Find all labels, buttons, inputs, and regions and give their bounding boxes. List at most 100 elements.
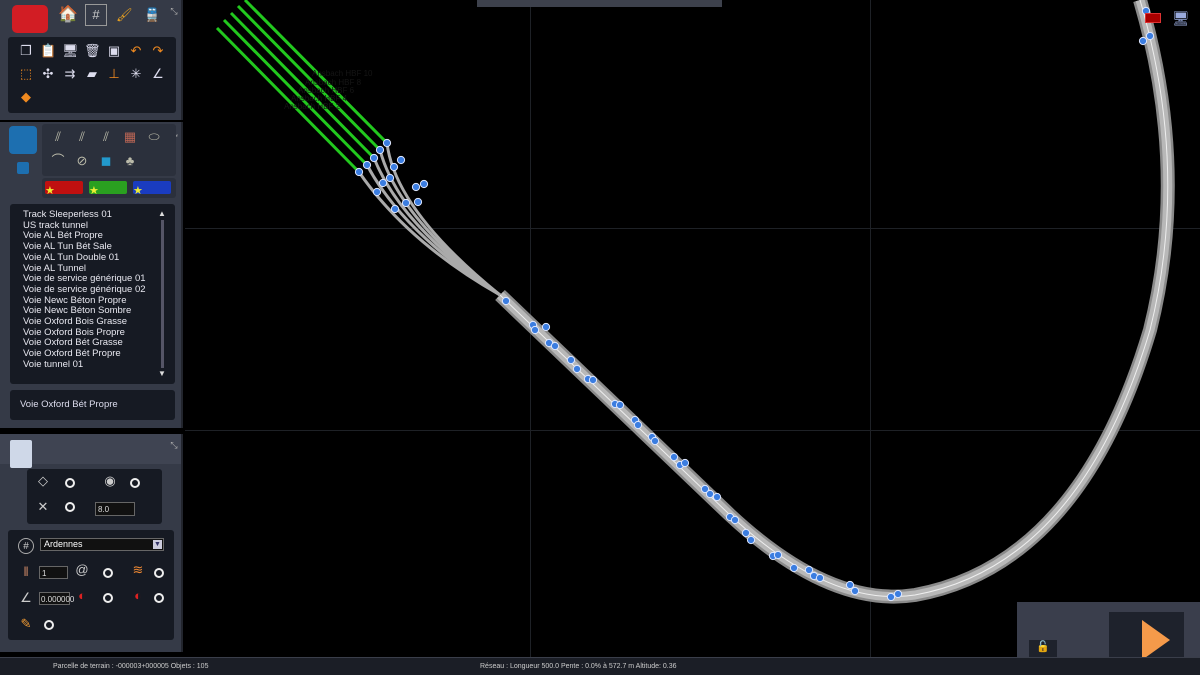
track-node[interactable] xyxy=(680,458,690,468)
count-input[interactable]: 1 xyxy=(39,566,68,579)
list-item[interactable]: Voie AL Tun Double 01 xyxy=(23,251,120,263)
track-node[interactable] xyxy=(413,197,423,207)
track-node[interactable] xyxy=(389,162,399,172)
radio-option[interactable] xyxy=(65,502,75,512)
undo-icon[interactable]: ↶ xyxy=(130,43,142,58)
magnet-rail-icon[interactable]: ◐ xyxy=(134,588,142,603)
list-scrollbar[interactable]: ▲ ▼ xyxy=(158,210,166,378)
list-item[interactable]: Voie AL Tun Bét Sale xyxy=(23,241,112,253)
cube-icon[interactable] xyxy=(9,126,37,154)
radio-option[interactable] xyxy=(103,568,113,578)
track-node[interactable] xyxy=(566,355,576,365)
expand-icon[interactable]: ⤡ xyxy=(170,440,178,450)
track-icon[interactable]: # xyxy=(85,4,107,26)
radio-option[interactable] xyxy=(44,620,54,630)
track-node[interactable] xyxy=(850,586,860,596)
list-item[interactable]: Voie de service générique 02 xyxy=(23,283,146,295)
track-node[interactable] xyxy=(375,145,385,155)
track-node[interactable] xyxy=(712,492,722,502)
chevron-down-icon[interactable]: ▼ xyxy=(153,540,162,549)
list-item[interactable]: US track tunnel xyxy=(23,219,88,231)
track-node[interactable] xyxy=(741,528,751,538)
track-node[interactable] xyxy=(419,179,429,189)
track-node[interactable] xyxy=(845,580,855,590)
track-node[interactable] xyxy=(401,198,411,208)
toolbox-icon[interactable] xyxy=(12,5,48,33)
track-icon[interactable]: ⫽ xyxy=(55,129,61,144)
radio-option[interactable] xyxy=(154,568,164,578)
siding-track[interactable] xyxy=(243,0,389,145)
radio-option[interactable] xyxy=(130,478,140,488)
siding-track[interactable] xyxy=(236,4,382,152)
track-node[interactable] xyxy=(789,563,799,573)
play-button[interactable] xyxy=(1142,620,1170,660)
delete-icon[interactable]: 🗑 xyxy=(84,43,101,58)
track-node[interactable] xyxy=(669,452,679,462)
list-item[interactable]: Voie AL Bét Propre xyxy=(23,230,103,242)
track-node[interactable] xyxy=(705,489,715,499)
fan-track[interactable] xyxy=(357,171,501,297)
document-icon[interactable] xyxy=(10,440,32,468)
track-node[interactable] xyxy=(650,436,660,446)
siding-track[interactable] xyxy=(229,11,376,160)
radio-option[interactable] xyxy=(154,593,164,603)
brush-icon[interactable]: 🖌 xyxy=(116,7,133,22)
grid-snap-icon[interactable]: ✳ xyxy=(130,66,142,81)
track-node[interactable] xyxy=(354,167,364,177)
track-node[interactable] xyxy=(700,484,710,494)
list-item[interactable]: Voie Newc Béton Propre xyxy=(23,294,127,306)
favorite-blue[interactable]: ★ xyxy=(133,181,171,197)
siding-track[interactable] xyxy=(222,18,369,167)
favorite-green[interactable]: ★ xyxy=(89,181,127,197)
track-node[interactable] xyxy=(1145,31,1155,41)
radio-option[interactable] xyxy=(65,478,75,488)
split-icon[interactable]: ✣ xyxy=(42,66,54,81)
scroll-up-icon[interactable]: ▲ xyxy=(158,209,166,218)
snapshot-icon[interactable]: ▣ xyxy=(107,43,121,58)
join-icon[interactable]: ⇉ xyxy=(64,66,76,81)
track-icon[interactable]: ⫽ xyxy=(103,129,109,144)
monitor-icon[interactable]: 🖥 xyxy=(62,43,79,58)
radio-option[interactable] xyxy=(103,593,113,603)
water-icon[interactable]: ◼ xyxy=(100,153,112,168)
list-item[interactable]: Voie Oxford Bois Propre xyxy=(23,326,125,338)
track-node[interactable] xyxy=(886,592,896,602)
angle-icon[interactable]: ∠ xyxy=(152,66,164,81)
track-node[interactable] xyxy=(550,341,560,351)
scroll-down-icon[interactable]: ▼ xyxy=(158,369,166,378)
home-icon[interactable]: 🏠 xyxy=(58,6,78,23)
track-node[interactable] xyxy=(378,178,388,188)
brick-icon[interactable]: ▦ xyxy=(123,129,137,144)
move-icon[interactable]: ◆ xyxy=(21,89,31,104)
list-item[interactable]: Voie Oxford Bét Grasse xyxy=(23,337,123,349)
gradient-input[interactable]: 0.000000 xyxy=(39,592,74,605)
copy-icon[interactable]: ❐ xyxy=(20,43,32,58)
track-node[interactable] xyxy=(773,550,783,560)
monitor-icon[interactable]: 🖥 xyxy=(1172,10,1190,26)
bridge-icon[interactable]: ⊘ xyxy=(76,153,88,168)
signal-marker-icon[interactable] xyxy=(1145,13,1161,23)
select-icon[interactable]: ⬚ xyxy=(19,66,33,81)
object-list[interactable]: Track Sleeperless 01 US track tunnel Voie … xyxy=(10,204,175,384)
track-node[interactable] xyxy=(893,589,903,599)
track-node[interactable] xyxy=(501,296,511,306)
tunnel-icon[interactable]: ⌒ xyxy=(51,153,65,168)
track-node[interactable] xyxy=(804,565,814,575)
value-input[interactable]: 8.0 xyxy=(95,502,135,516)
track-node[interactable] xyxy=(362,160,372,170)
list-item[interactable]: Voie de service générique 01 xyxy=(23,273,146,285)
track-node[interactable] xyxy=(633,420,643,430)
bag-icon[interactable]: ♣ xyxy=(125,153,135,168)
top-collapse-bar[interactable] xyxy=(477,0,722,7)
track-node[interactable] xyxy=(390,204,400,214)
stone-icon[interactable]: ⬭ xyxy=(148,129,160,144)
track-node[interactable] xyxy=(385,173,395,183)
fan-track[interactable] xyxy=(385,142,501,297)
track-node[interactable] xyxy=(372,187,382,197)
track-icon[interactable]: ⫽ xyxy=(79,129,85,144)
main-track-rail[interactable] xyxy=(499,0,1169,598)
track-node[interactable] xyxy=(541,322,551,332)
list-item[interactable]: Voie tunnel 01 xyxy=(23,358,84,370)
scroll-track[interactable] xyxy=(160,220,164,368)
track-node[interactable] xyxy=(615,400,625,410)
